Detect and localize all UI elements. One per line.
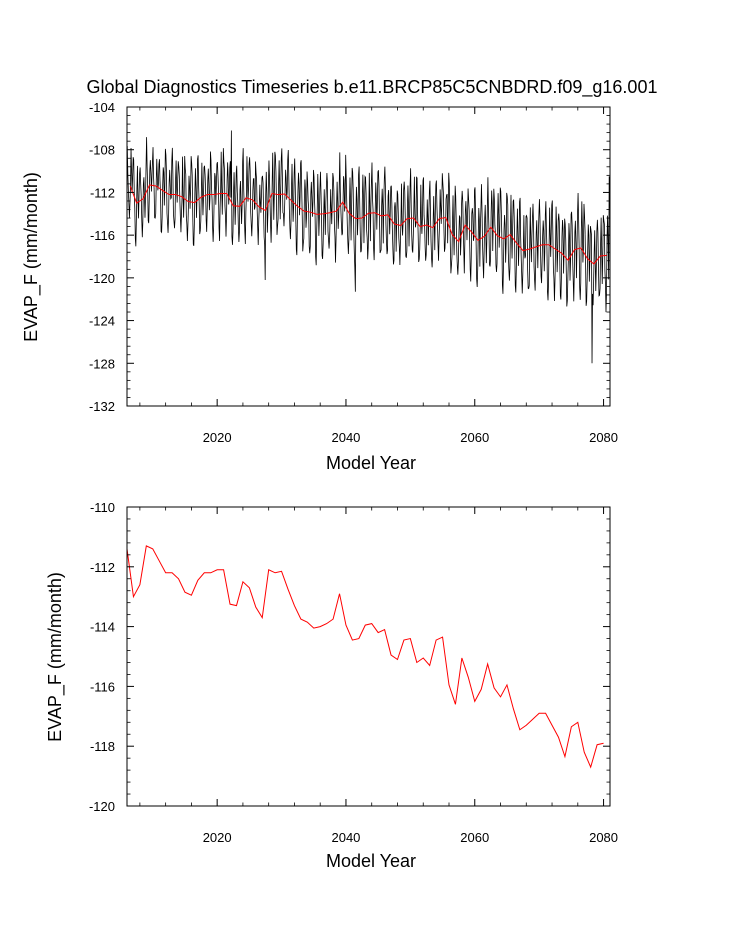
top-axes: 2020 2040 2060 2080 -104 -108 -112 -116 -120 -124… [89,100,618,445]
top-plot-frame [126,106,611,407]
top-x-tick-label: 2040 [331,430,360,445]
bottom-x-axis-label: Model Year [326,851,416,871]
top-y-tick-label: -120 [89,271,115,286]
top-x-axis-label: Model Year [326,453,416,473]
top-y-tick-label: -108 [89,143,115,158]
top-plot-area [126,130,611,364]
annual-mean-line-top [129,184,607,265]
top-chart-title: Global Diagnostics Timeseries b.e11.BRCP… [87,77,658,98]
bottom-x-tick-label: 2020 [203,830,232,845]
bottom-plot-area [126,545,604,769]
top-y-tick-label: -124 [89,314,115,329]
bottom-y-axis-label: EVAP_F (mm/month) [45,572,66,742]
top-y-tick-label: -132 [89,399,115,414]
annual-mean-line-bottom [126,545,604,769]
bottom-x-tick-label: 2040 [331,830,360,845]
top-x-tick-label: 2080 [589,430,618,445]
top-x-tick-label: 2020 [203,430,232,445]
bottom-y-tick-label: -118 [90,739,115,754]
bottom-x-tick-label: 2080 [589,830,618,845]
bottom-y-tick-label: -120 [89,799,115,814]
top-y-tick-label: -128 [89,356,115,371]
bottom-x-tick-label: 2060 [460,830,489,845]
top-y-tick-label: -104 [89,100,115,115]
bottom-y-tick-label: -114 [90,620,115,635]
top-y-tick-label: -116 [90,228,115,243]
bottom-plot-frame [126,506,611,807]
top-panel: Global Diagnostics Timeseries b.e11.BRCP… [21,77,657,473]
bottom-y-tick-label: -110 [90,500,115,515]
monthly-series-line [126,130,611,364]
bottom-axes: 2020 2040 2060 2080 -110 -112 -114 -116 -118 -120 [89,500,618,845]
top-y-axis-label: EVAP_F (mm/month) [21,172,42,342]
bottom-y-tick-label: -116 [90,679,115,694]
top-y-tick-label: -112 [90,185,115,200]
bottom-panel: 2020 2040 2060 2080 -110 -112 -114 -116 -118 -120… [45,500,618,871]
bottom-y-tick-label: -112 [90,560,115,575]
top-x-tick-label: 2060 [460,430,489,445]
